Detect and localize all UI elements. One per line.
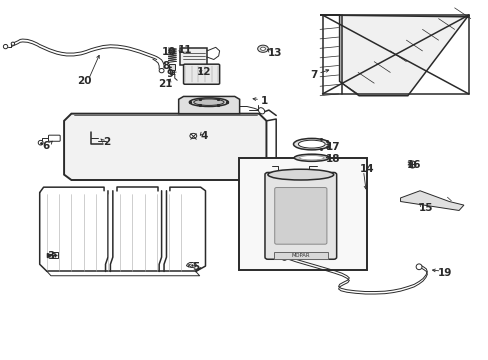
Text: 17: 17 bbox=[325, 142, 340, 152]
Text: 13: 13 bbox=[267, 48, 282, 58]
Text: 14: 14 bbox=[359, 164, 374, 174]
Polygon shape bbox=[64, 114, 266, 180]
Ellipse shape bbox=[260, 47, 265, 50]
Text: 12: 12 bbox=[197, 67, 211, 77]
Ellipse shape bbox=[258, 108, 264, 114]
Text: 19: 19 bbox=[437, 267, 452, 278]
Ellipse shape bbox=[193, 99, 224, 105]
Ellipse shape bbox=[38, 140, 43, 145]
Polygon shape bbox=[178, 96, 239, 114]
Text: 3: 3 bbox=[47, 251, 55, 261]
Text: 4: 4 bbox=[201, 131, 208, 141]
Ellipse shape bbox=[159, 68, 163, 73]
Ellipse shape bbox=[298, 140, 325, 148]
Ellipse shape bbox=[293, 138, 329, 150]
Text: MOPAR: MOPAR bbox=[291, 253, 309, 258]
Ellipse shape bbox=[281, 255, 287, 260]
Text: 15: 15 bbox=[418, 203, 433, 213]
Text: 11: 11 bbox=[178, 45, 192, 55]
Text: 5: 5 bbox=[192, 262, 199, 272]
Text: 6: 6 bbox=[42, 140, 49, 150]
Text: 8: 8 bbox=[163, 61, 170, 71]
Text: 7: 7 bbox=[310, 70, 317, 80]
Text: 9: 9 bbox=[166, 69, 173, 79]
Text: 2: 2 bbox=[103, 138, 110, 147]
Bar bbox=[238, 158, 366, 270]
Text: 10: 10 bbox=[162, 46, 176, 57]
FancyBboxPatch shape bbox=[264, 172, 336, 259]
Ellipse shape bbox=[189, 98, 228, 107]
Text: 16: 16 bbox=[406, 160, 421, 170]
Ellipse shape bbox=[3, 44, 8, 49]
Bar bbox=[273, 252, 327, 259]
Text: 18: 18 bbox=[325, 154, 340, 164]
Ellipse shape bbox=[294, 154, 329, 161]
Ellipse shape bbox=[257, 45, 268, 52]
Ellipse shape bbox=[415, 264, 421, 270]
Ellipse shape bbox=[11, 42, 15, 45]
Polygon shape bbox=[400, 191, 463, 211]
Ellipse shape bbox=[267, 169, 333, 180]
Text: 1: 1 bbox=[260, 96, 267, 106]
Text: 20: 20 bbox=[77, 76, 92, 86]
FancyBboxPatch shape bbox=[274, 188, 326, 244]
Ellipse shape bbox=[299, 156, 324, 160]
FancyBboxPatch shape bbox=[48, 135, 60, 141]
Polygon shape bbox=[180, 48, 206, 65]
Text: 21: 21 bbox=[158, 79, 172, 89]
Ellipse shape bbox=[189, 134, 196, 138]
Polygon shape bbox=[320, 15, 468, 96]
FancyBboxPatch shape bbox=[183, 64, 219, 84]
